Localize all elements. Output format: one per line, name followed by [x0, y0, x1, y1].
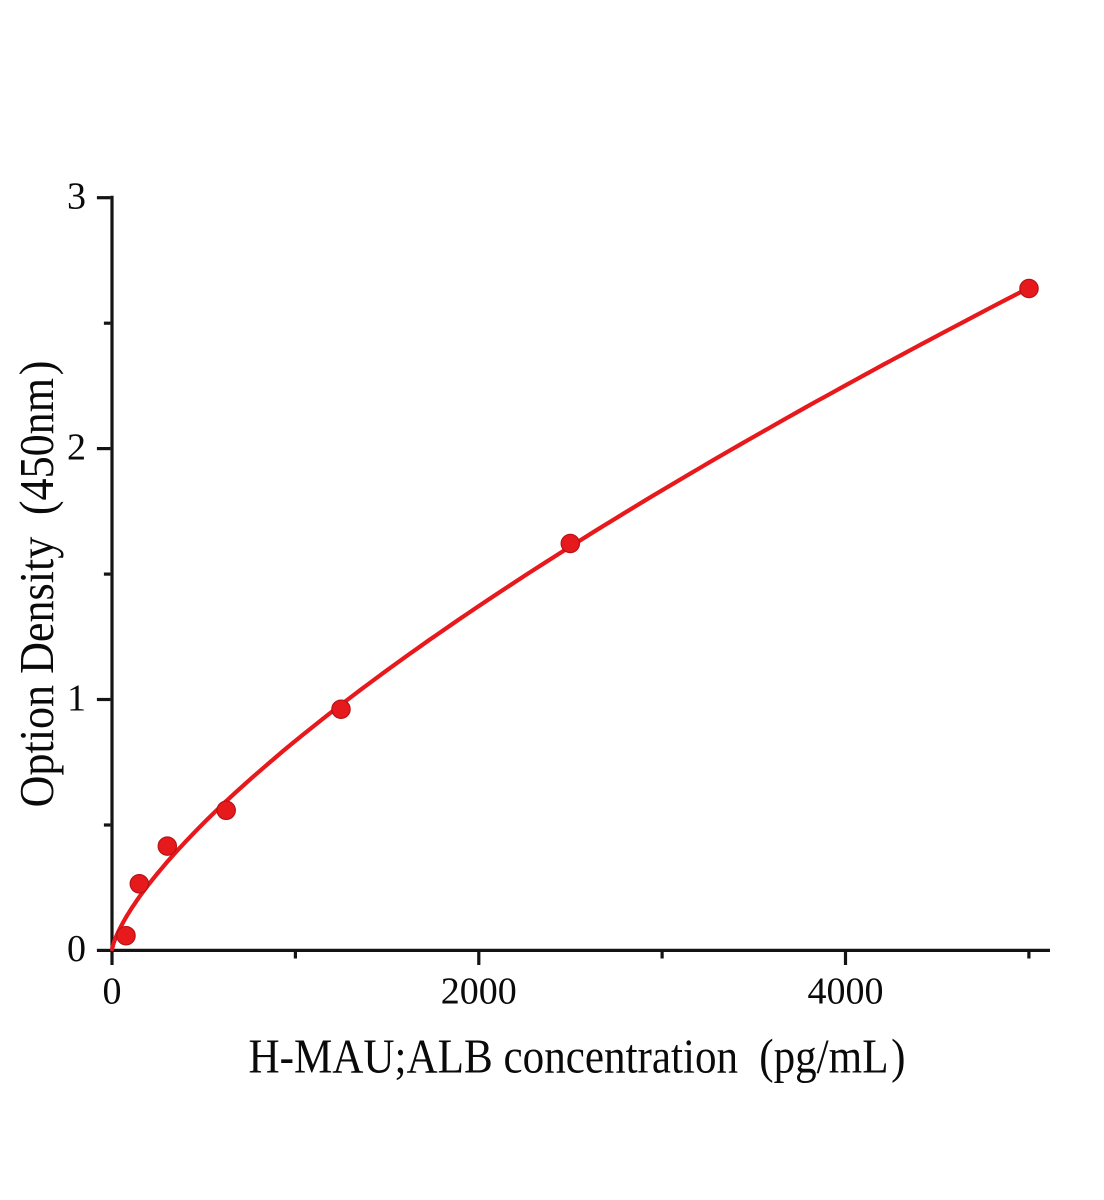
svg-text:2: 2 — [67, 426, 86, 468]
svg-text:Option Density(450nm): Option Density(450nm) — [10, 361, 65, 808]
svg-text:1: 1 — [67, 677, 86, 719]
svg-text:0: 0 — [67, 928, 86, 970]
svg-text:0: 0 — [103, 971, 122, 1013]
svg-text:H-MAU;ALB concentration(pg/mL): H-MAU;ALB concentration (pg/mL) — [248, 1029, 905, 1083]
svg-text:4000: 4000 — [808, 971, 884, 1013]
svg-text:3: 3 — [67, 176, 86, 218]
svg-text:2000: 2000 — [441, 971, 517, 1013]
